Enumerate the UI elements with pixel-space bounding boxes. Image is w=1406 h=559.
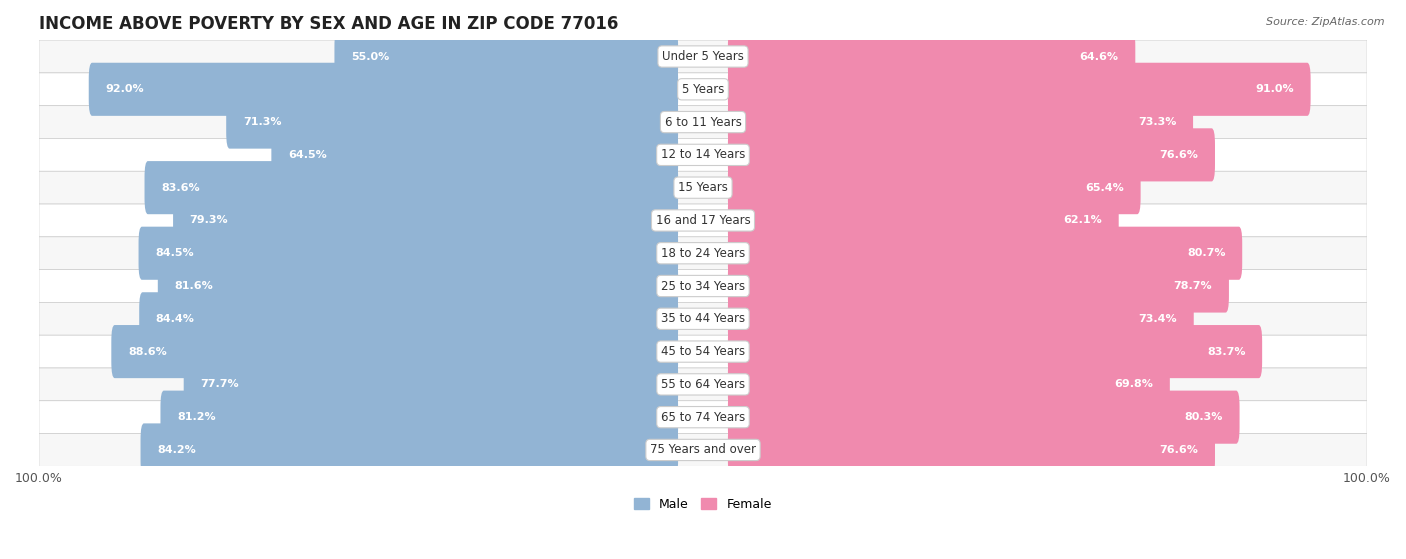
Text: 62.1%: 62.1% xyxy=(1063,215,1102,225)
FancyBboxPatch shape xyxy=(145,161,678,214)
FancyBboxPatch shape xyxy=(39,237,1367,269)
Text: 64.6%: 64.6% xyxy=(1080,51,1119,61)
Text: 55.0%: 55.0% xyxy=(352,51,389,61)
Text: 12 to 14 Years: 12 to 14 Years xyxy=(661,148,745,162)
Text: 91.0%: 91.0% xyxy=(1256,84,1294,94)
Text: 83.6%: 83.6% xyxy=(162,183,200,193)
Legend: Male, Female: Male, Female xyxy=(630,492,776,515)
Text: 78.7%: 78.7% xyxy=(1174,281,1212,291)
Text: 84.2%: 84.2% xyxy=(157,445,195,455)
FancyBboxPatch shape xyxy=(39,171,1367,204)
Text: 76.6%: 76.6% xyxy=(1160,445,1198,455)
FancyBboxPatch shape xyxy=(160,391,678,444)
Text: INCOME ABOVE POVERTY BY SEX AND AGE IN ZIP CODE 77016: INCOME ABOVE POVERTY BY SEX AND AGE IN Z… xyxy=(39,15,619,33)
Text: 92.0%: 92.0% xyxy=(105,84,143,94)
FancyBboxPatch shape xyxy=(728,129,1215,182)
FancyBboxPatch shape xyxy=(39,204,1367,237)
Text: 18 to 24 Years: 18 to 24 Years xyxy=(661,247,745,260)
Text: Source: ZipAtlas.com: Source: ZipAtlas.com xyxy=(1267,17,1385,27)
Text: 88.6%: 88.6% xyxy=(128,347,167,357)
Text: 6 to 11 Years: 6 to 11 Years xyxy=(665,116,741,129)
FancyBboxPatch shape xyxy=(728,63,1310,116)
FancyBboxPatch shape xyxy=(157,259,678,312)
Text: 45 to 54 Years: 45 to 54 Years xyxy=(661,345,745,358)
Text: 75 Years and over: 75 Years and over xyxy=(650,443,756,457)
FancyBboxPatch shape xyxy=(89,63,678,116)
FancyBboxPatch shape xyxy=(184,358,678,411)
FancyBboxPatch shape xyxy=(271,129,678,182)
Text: 80.3%: 80.3% xyxy=(1185,412,1223,422)
Text: 5 Years: 5 Years xyxy=(682,83,724,96)
Text: 77.7%: 77.7% xyxy=(200,380,239,390)
Text: 65.4%: 65.4% xyxy=(1085,183,1123,193)
FancyBboxPatch shape xyxy=(111,325,678,378)
Text: 69.8%: 69.8% xyxy=(1115,380,1153,390)
Text: 65 to 74 Years: 65 to 74 Years xyxy=(661,411,745,424)
FancyBboxPatch shape xyxy=(728,30,1135,83)
FancyBboxPatch shape xyxy=(39,106,1367,139)
FancyBboxPatch shape xyxy=(335,30,678,83)
Text: 15 Years: 15 Years xyxy=(678,181,728,194)
Text: 84.5%: 84.5% xyxy=(155,248,194,258)
FancyBboxPatch shape xyxy=(139,226,678,280)
FancyBboxPatch shape xyxy=(728,96,1194,149)
Text: 35 to 44 Years: 35 to 44 Years xyxy=(661,312,745,325)
FancyBboxPatch shape xyxy=(728,259,1229,312)
Text: 84.4%: 84.4% xyxy=(156,314,194,324)
FancyBboxPatch shape xyxy=(728,194,1119,247)
FancyBboxPatch shape xyxy=(173,194,678,247)
Text: 64.5%: 64.5% xyxy=(288,150,326,160)
FancyBboxPatch shape xyxy=(39,302,1367,335)
FancyBboxPatch shape xyxy=(226,96,678,149)
FancyBboxPatch shape xyxy=(39,434,1367,466)
Text: 83.7%: 83.7% xyxy=(1206,347,1246,357)
FancyBboxPatch shape xyxy=(39,40,1367,73)
Text: 16 and 17 Years: 16 and 17 Years xyxy=(655,214,751,227)
Text: 55 to 64 Years: 55 to 64 Years xyxy=(661,378,745,391)
FancyBboxPatch shape xyxy=(139,292,678,345)
FancyBboxPatch shape xyxy=(39,139,1367,171)
Text: 71.3%: 71.3% xyxy=(243,117,281,127)
FancyBboxPatch shape xyxy=(39,73,1367,106)
Text: 76.6%: 76.6% xyxy=(1160,150,1198,160)
Text: 73.4%: 73.4% xyxy=(1139,314,1177,324)
FancyBboxPatch shape xyxy=(728,292,1194,345)
Text: 81.6%: 81.6% xyxy=(174,281,214,291)
Text: 73.3%: 73.3% xyxy=(1137,117,1177,127)
FancyBboxPatch shape xyxy=(39,368,1367,401)
FancyBboxPatch shape xyxy=(728,325,1263,378)
Text: 25 to 34 Years: 25 to 34 Years xyxy=(661,280,745,292)
FancyBboxPatch shape xyxy=(39,401,1367,434)
FancyBboxPatch shape xyxy=(728,358,1170,411)
FancyBboxPatch shape xyxy=(39,269,1367,302)
Text: 80.7%: 80.7% xyxy=(1187,248,1226,258)
Text: Under 5 Years: Under 5 Years xyxy=(662,50,744,63)
FancyBboxPatch shape xyxy=(728,161,1140,214)
FancyBboxPatch shape xyxy=(141,423,678,476)
Text: 79.3%: 79.3% xyxy=(190,215,228,225)
FancyBboxPatch shape xyxy=(728,423,1215,476)
Text: 81.2%: 81.2% xyxy=(177,412,215,422)
FancyBboxPatch shape xyxy=(728,391,1240,444)
FancyBboxPatch shape xyxy=(728,226,1243,280)
FancyBboxPatch shape xyxy=(39,335,1367,368)
